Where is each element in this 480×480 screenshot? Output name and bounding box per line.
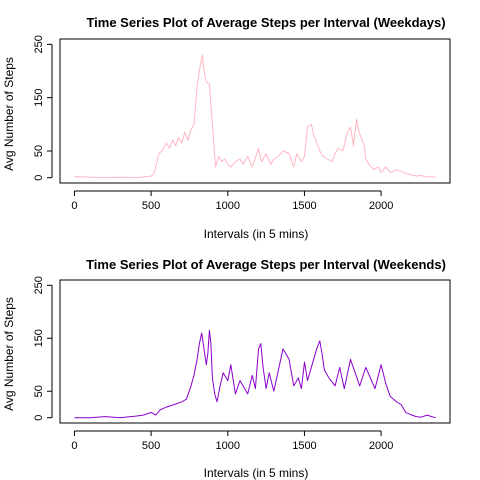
series-line [74,54,436,179]
y-tick-label: 50 [33,145,45,157]
y-axis-label: Avg Number of Steps [2,57,16,171]
chart-title: Time Series Plot of Average Steps per In… [86,15,445,30]
plot-frame [59,38,451,184]
chart-title: Time Series Plot of Average Steps per In… [86,257,446,272]
x-tick-label: 2000 [369,440,393,452]
y-tick-label: 150 [33,88,45,106]
y-tick-label: 250 [33,35,45,53]
weekends-panel: Time Series Plot of Average Steps per In… [2,257,451,480]
x-tick-label: 0 [71,200,77,212]
series-line [74,329,436,419]
y-tick-label: 0 [33,175,45,181]
x-tick-label: 0 [71,440,77,452]
y-tick-label: 150 [33,329,45,347]
x-tick-label: 500 [142,440,160,452]
x-tick-label: 1500 [292,200,316,212]
x-tick-label: 500 [142,200,160,212]
y-tick-label: 0 [33,415,45,421]
plot-frame [59,279,451,424]
x-tick-label: 1500 [292,440,316,452]
x-tick-label: 2000 [369,200,393,212]
y-tick-label: 250 [33,276,45,294]
x-axis-label: Intervals (in 5 mins) [204,466,309,480]
x-tick-label: 1000 [216,200,240,212]
x-tick-label: 1000 [216,440,240,452]
weekdays-panel: Time Series Plot of Average Steps per In… [2,15,451,241]
x-axis-label: Intervals (in 5 mins) [204,227,309,241]
y-axis-label: Avg Number of Steps [2,297,16,411]
y-tick-label: 50 [33,385,45,397]
